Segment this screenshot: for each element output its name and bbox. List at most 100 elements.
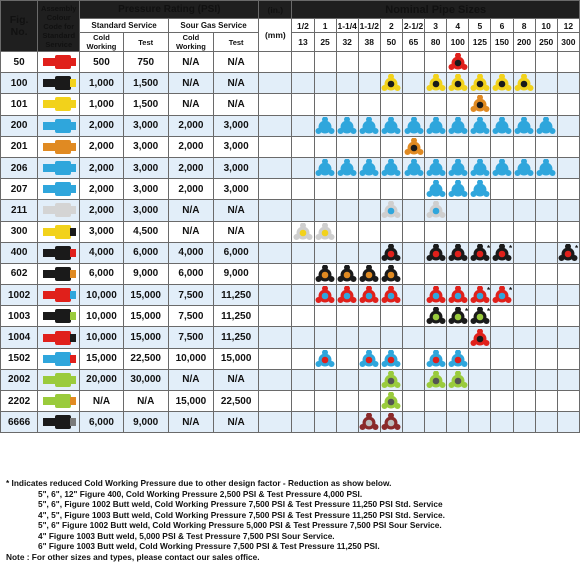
sour-cold-working: 7,500 xyxy=(168,327,213,348)
sour-test: 3,000 xyxy=(214,179,259,200)
size-availability-cell xyxy=(469,115,491,136)
size-availability-cell xyxy=(336,200,358,221)
union-core xyxy=(499,250,506,257)
size-availability-cell xyxy=(513,348,535,369)
size-availability-cell xyxy=(557,179,579,200)
size-in: 6 xyxy=(491,19,513,33)
reduced-pressure-star: * xyxy=(487,244,490,253)
size-availability-cell xyxy=(380,263,402,284)
footnote-line: 4" Figure 1003 Butt weld, 5,000 PSI & Te… xyxy=(6,531,576,542)
std-cold-working: 4,000 xyxy=(80,242,123,263)
hammer-union-icon xyxy=(514,159,534,177)
colour-code-swatch xyxy=(41,225,77,239)
size-availability-cell xyxy=(535,136,557,157)
size-availability-cell xyxy=(380,221,402,242)
size-availability-cell xyxy=(535,200,557,221)
union-core xyxy=(322,166,329,173)
size-availability-cell xyxy=(380,327,402,348)
unit-spacer xyxy=(259,327,292,348)
size-availability-cell xyxy=(336,306,358,327)
hammer-union-icon xyxy=(359,350,379,368)
hammer-union-icon xyxy=(315,117,335,135)
size-availability-cell xyxy=(557,200,579,221)
size-availability-cell: * xyxy=(491,242,513,263)
sour-cold-working: N/A xyxy=(168,412,213,433)
size-availability-cell xyxy=(358,327,380,348)
hammer-union-icon xyxy=(426,74,446,92)
hammer-union-icon xyxy=(426,201,446,219)
hammer-union-icon xyxy=(337,286,357,304)
hammer-union-icon xyxy=(470,159,490,177)
size-availability-cell xyxy=(557,285,579,306)
union-core xyxy=(477,187,484,194)
fig-number: 100 xyxy=(1,73,38,94)
union-core xyxy=(454,123,461,130)
fig-number: 1003 xyxy=(1,306,38,327)
footnote-line: 4", 5", Figure 1003 Butt weld, Cold Work… xyxy=(6,510,576,521)
size-availability-cell xyxy=(314,285,336,306)
hammer-union-icon xyxy=(536,117,556,135)
size-availability-cell xyxy=(380,391,402,412)
hammer-union-icon xyxy=(492,117,512,135)
sour-cold-working: 10,000 xyxy=(168,348,213,369)
union-core xyxy=(477,293,484,300)
size-availability-cell xyxy=(314,94,336,115)
colour-code-swatch xyxy=(41,161,77,175)
size-availability-cell xyxy=(447,263,469,284)
sour-cold-working: 2,000 xyxy=(168,115,213,136)
union-core xyxy=(410,123,417,130)
union-core xyxy=(432,123,439,130)
size-availability-cell xyxy=(491,391,513,412)
hammer-union-icon xyxy=(404,138,424,156)
size-in: 1/2 xyxy=(292,19,314,33)
size-availability-cell xyxy=(358,200,380,221)
union-core xyxy=(499,81,506,88)
size-in: 4 xyxy=(447,19,469,33)
colour-code-cell xyxy=(38,73,80,94)
size-in: 8 xyxy=(513,19,535,33)
size-availability-cell xyxy=(491,157,513,178)
union-core xyxy=(432,187,439,194)
size-availability-cell xyxy=(535,369,557,390)
size-availability-cell xyxy=(336,94,358,115)
hammer-union-icon xyxy=(381,201,401,219)
std-test: 3,000 xyxy=(123,136,168,157)
size-availability-cell xyxy=(491,221,513,242)
fig-number: 206 xyxy=(1,157,38,178)
union-core xyxy=(366,166,373,173)
hammer-union-icon xyxy=(514,117,534,135)
size-mm: 80 xyxy=(425,33,447,52)
hammer-union-icon: * xyxy=(492,244,512,262)
size-availability-cell: * xyxy=(447,306,469,327)
reduced-pressure-star: * xyxy=(509,286,512,295)
hammer-union-icon xyxy=(381,371,401,389)
size-availability-cell xyxy=(425,179,447,200)
std-test: N/A xyxy=(123,391,168,412)
hammer-union-icon xyxy=(470,95,490,113)
colour-code-swatch xyxy=(41,182,77,196)
size-availability-cell xyxy=(402,221,424,242)
size-availability-cell xyxy=(336,221,358,242)
unit-spacer xyxy=(259,412,292,433)
size-availability-cell xyxy=(557,369,579,390)
size-availability-cell xyxy=(358,73,380,94)
size-availability-cell xyxy=(358,369,380,390)
standard-service-header: Standard Service xyxy=(80,19,168,33)
std-test: 15,000 xyxy=(123,285,168,306)
colour-code-swatch xyxy=(41,140,77,154)
union-core xyxy=(388,399,395,406)
hammer-union-icon xyxy=(470,117,490,135)
size-availability-cell xyxy=(535,285,557,306)
size-availability-cell xyxy=(336,369,358,390)
union-core xyxy=(322,123,329,130)
std-cold-working: 500 xyxy=(80,52,123,73)
hammer-union-icon xyxy=(337,117,357,135)
size-availability-cell xyxy=(402,242,424,263)
size-mm: 125 xyxy=(469,33,491,52)
size-availability-cell xyxy=(402,179,424,200)
size-availability-cell xyxy=(535,157,557,178)
size-availability-cell xyxy=(292,327,314,348)
size-availability-cell xyxy=(402,200,424,221)
